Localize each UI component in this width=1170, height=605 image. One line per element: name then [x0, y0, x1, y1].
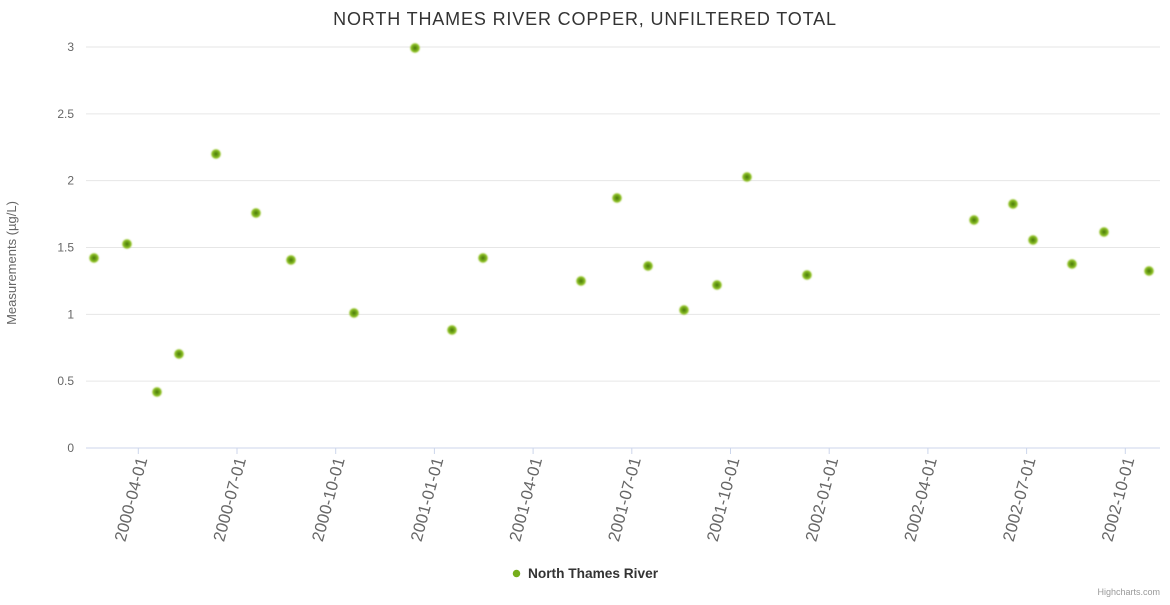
svg-text:2000-07-01: 2000-07-01 — [210, 455, 250, 543]
svg-text:2: 2 — [67, 174, 74, 188]
svg-text:2000-04-01: 2000-04-01 — [112, 455, 152, 543]
svg-text:0.5: 0.5 — [57, 374, 74, 388]
svg-text:2.5: 2.5 — [57, 107, 74, 121]
svg-text:2001-01-01: 2001-01-01 — [408, 455, 448, 543]
svg-text:Measurements (µg/L): Measurements (µg/L) — [4, 201, 19, 325]
svg-text:2001-10-01: 2001-10-01 — [704, 455, 744, 543]
svg-text:2002-04-01: 2002-04-01 — [901, 455, 941, 543]
svg-text:1.5: 1.5 — [57, 241, 74, 255]
svg-text:0: 0 — [67, 441, 74, 455]
svg-text:2002-01-01: 2002-01-01 — [803, 455, 843, 543]
svg-text:3: 3 — [67, 40, 74, 54]
svg-text:2002-10-01: 2002-10-01 — [1099, 455, 1139, 543]
svg-text:2002-07-01: 2002-07-01 — [1000, 455, 1040, 543]
svg-text:1: 1 — [67, 307, 74, 321]
svg-text:2001-07-01: 2001-07-01 — [605, 455, 645, 543]
svg-text:2001-04-01: 2001-04-01 — [506, 455, 546, 543]
svg-text:2000-10-01: 2000-10-01 — [309, 455, 349, 543]
